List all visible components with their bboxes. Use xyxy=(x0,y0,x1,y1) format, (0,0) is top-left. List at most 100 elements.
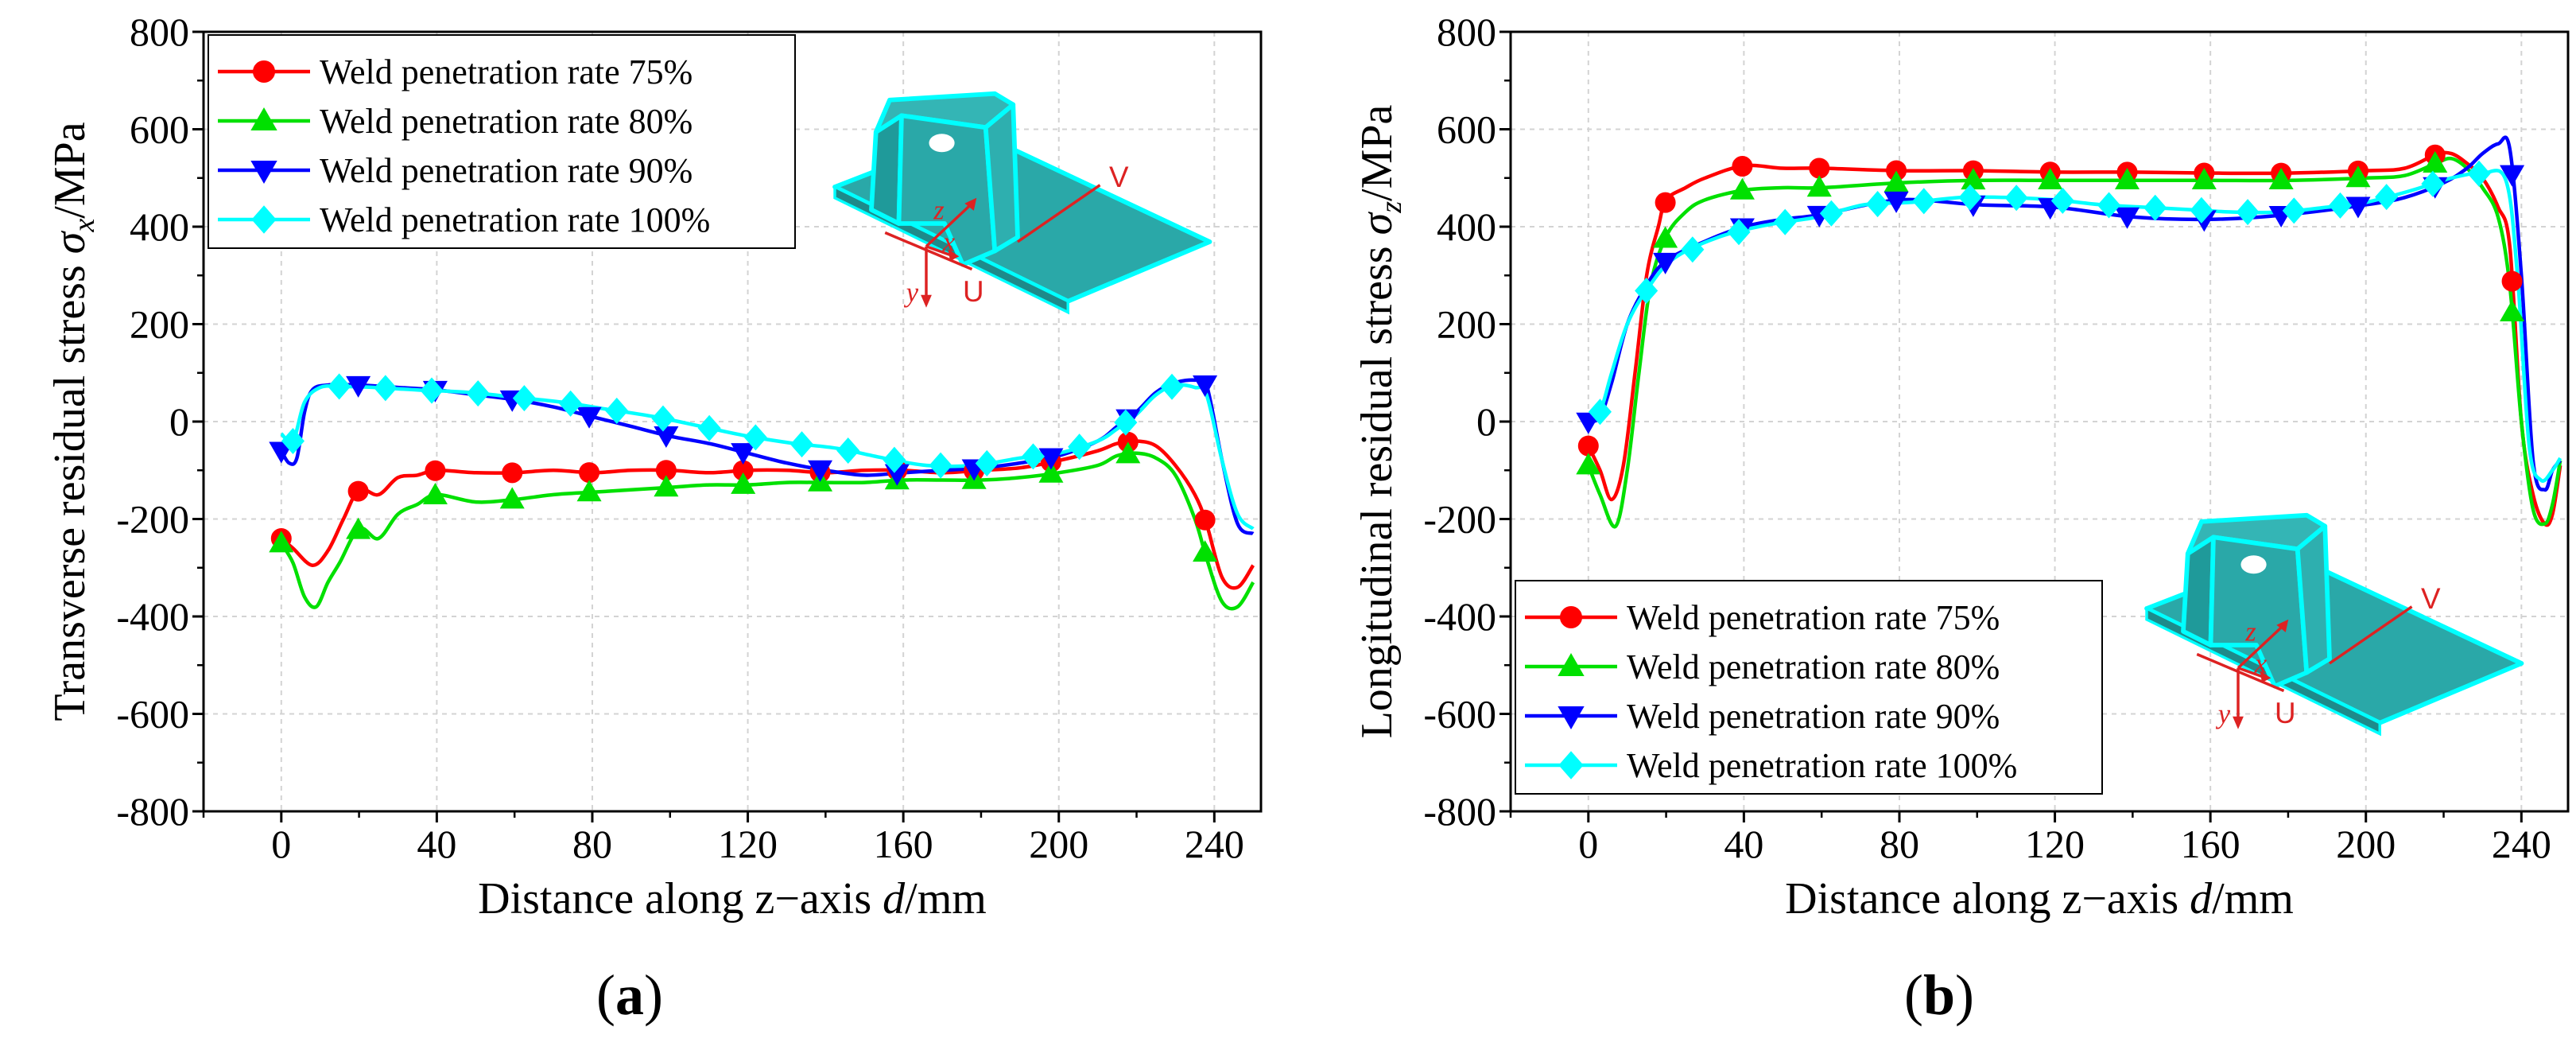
data-point xyxy=(559,390,583,417)
data-point xyxy=(1729,177,1755,200)
data-point xyxy=(1194,509,1216,531)
series-markers-1 xyxy=(1577,144,2523,457)
legend-label: Weld penetration rate 90% xyxy=(1627,697,2000,736)
axis-y-arrow xyxy=(2233,716,2244,729)
data-point xyxy=(576,406,602,429)
series-line-2 xyxy=(1586,156,2562,529)
data-point xyxy=(579,462,600,484)
data-point xyxy=(499,487,525,509)
axis-x-line xyxy=(2237,667,2264,678)
y-axis-label-symbol: σ xyxy=(1352,211,1402,235)
data-point xyxy=(281,427,305,455)
legend-label: Weld penetration rate 80% xyxy=(1627,647,2000,686)
axis-z-line xyxy=(925,204,972,248)
axis-x-label: x xyxy=(2254,649,2268,679)
data-point xyxy=(425,460,446,481)
axis-z-label: z xyxy=(2244,616,2256,647)
data-point xyxy=(1038,448,1064,470)
data-point xyxy=(1806,175,1832,197)
data-point xyxy=(328,373,351,400)
x-tick-label: 0 xyxy=(1578,822,1598,866)
panel-b-label: (b) xyxy=(1904,963,1975,1027)
legend-entry-2: Weld penetration rate 80% xyxy=(218,102,692,141)
data-point xyxy=(1809,157,1830,179)
data-point xyxy=(789,431,814,458)
x-tick-label: 120 xyxy=(2025,822,2085,866)
y-tick-label: -600 xyxy=(116,692,189,737)
data-point xyxy=(1193,375,1218,398)
data-point xyxy=(2500,299,2525,321)
legend: Weld penetration rate 75% Weld penetratio… xyxy=(208,34,796,249)
y-axis-label: Transverse residual stress σx/MPa xyxy=(45,122,101,721)
legend-marker xyxy=(1558,706,1585,729)
x-axis-label-unit: /mm xyxy=(2212,874,2294,923)
data-point xyxy=(466,380,490,407)
axis-y-label: y xyxy=(2216,699,2231,729)
data-point xyxy=(1732,156,1753,177)
chart-panel-a: 0 40 80 120 160 200 240 -800 -600 -400 -200 0 200 400… xyxy=(45,10,1263,923)
legend-label: Weld penetration rate 75% xyxy=(320,52,692,91)
x-tick-label: 0 xyxy=(271,822,291,866)
data-point xyxy=(1576,453,1601,475)
data-point xyxy=(269,441,294,464)
y-tick-label: 600 xyxy=(130,107,189,152)
data-point xyxy=(2467,160,2491,187)
x-tick-label: 240 xyxy=(1185,822,1244,866)
data-point xyxy=(651,405,675,432)
legend-marker xyxy=(1558,751,1584,780)
x-tick-label: 40 xyxy=(417,822,456,866)
data-point xyxy=(2345,165,2371,188)
y-tick-label: -400 xyxy=(116,594,189,639)
weld-line-v xyxy=(1017,184,1101,243)
data-point xyxy=(743,424,767,451)
x-tick-label: 160 xyxy=(2181,822,2240,866)
x-tick-label: 240 xyxy=(2492,822,2551,866)
data-point xyxy=(2282,197,2306,224)
y-tick-label: 800 xyxy=(1437,10,1496,54)
weld-label-v: V xyxy=(1109,161,1129,193)
data-point xyxy=(1115,441,1141,464)
data-point xyxy=(2423,150,2448,173)
y-axis-label-unit: /MPa xyxy=(45,122,95,218)
y-axis-label-text: Longitudinal residual stress xyxy=(1352,235,1402,738)
y-tick-label: 800 xyxy=(130,10,189,54)
data-point xyxy=(512,385,536,412)
profile-inset: zxy U V xyxy=(2144,512,2524,737)
axis-z-line xyxy=(2237,625,2283,670)
data-point xyxy=(1160,373,1184,400)
data-point xyxy=(269,531,294,553)
y-tick-label: -400 xyxy=(1423,594,1496,639)
x-axis-label-text: Distance along z−axis xyxy=(1785,874,2190,923)
data-point xyxy=(1819,200,1843,227)
data-point xyxy=(929,452,952,479)
legend-marker xyxy=(253,60,275,83)
legend-marker xyxy=(251,205,277,234)
data-point xyxy=(1635,277,1658,304)
weld-label-u: U xyxy=(2275,697,2296,729)
legend-label: Weld penetration rate 100% xyxy=(320,200,710,239)
x-axis-label: Distance along z−axis d/mm xyxy=(478,874,987,923)
legend: Weld penetration rate 75% Weld penetratio… xyxy=(1515,580,2103,795)
axis-z-arrow xyxy=(964,197,977,211)
data-point xyxy=(576,480,602,502)
y-tick-label: 400 xyxy=(130,204,189,249)
data-point xyxy=(975,449,999,476)
data-point xyxy=(1958,184,1982,211)
axis-x-arrow xyxy=(2260,671,2271,683)
series-markers-4 xyxy=(281,373,1184,479)
y-axis-label: Longitudinal residual stress σz/MPa xyxy=(1352,104,1408,738)
data-point xyxy=(605,397,629,424)
data-point xyxy=(2501,270,2523,292)
x-tick-label: 80 xyxy=(572,822,612,866)
axis-z-arrow xyxy=(2276,619,2289,632)
data-point xyxy=(731,472,756,494)
x-tick-label: 120 xyxy=(718,822,778,866)
y-tick-label: 600 xyxy=(1437,107,1496,152)
chart-panel-b: 0 40 80 120 160 200 240 -800 -600 -400 -200 0 200 400… xyxy=(1352,10,2570,923)
weld-line-u xyxy=(884,231,973,271)
y-axis-label-subscript: x xyxy=(68,219,101,233)
y-tick-label: 200 xyxy=(1437,302,1496,347)
data-point xyxy=(1576,412,1601,434)
data-point xyxy=(1114,409,1138,436)
